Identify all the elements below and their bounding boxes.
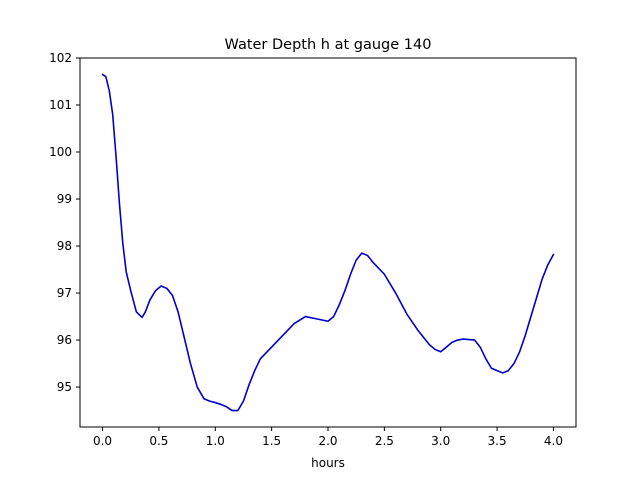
x-tick-label: 3.5 (488, 434, 507, 448)
x-axis: 0.0 0.5 1.0 1.5 2.0 2.5 3.0 3.5 4.0 (93, 427, 563, 448)
y-tick-label: 102 (49, 51, 72, 65)
series-line-0 (101, 73, 555, 412)
y-tick-label: 95 (57, 380, 72, 394)
y-tick-label: 99 (57, 192, 72, 206)
y-tick-label: 100 (49, 145, 72, 159)
x-tick-label: 0.5 (149, 434, 168, 448)
x-tick-label: 0.0 (93, 434, 112, 448)
x-tick-label: 1.5 (262, 434, 281, 448)
plot-area (79, 57, 577, 428)
chart-title: Water Depth h at gauge 140 (225, 37, 432, 53)
y-tick-label: 101 (49, 98, 72, 112)
x-tick-label: 4.0 (544, 434, 563, 448)
y-tick-label: 96 (57, 333, 72, 347)
x-tick-label: 2.5 (375, 434, 394, 448)
y-axis: 95 96 97 98 99 100 101 102 (49, 51, 80, 394)
y-tick-label: 97 (57, 286, 72, 300)
x-axis-label: hours (311, 456, 345, 470)
x-tick-label: 2.0 (318, 434, 337, 448)
y-tick-label: 98 (57, 239, 72, 253)
x-tick-label: 3.0 (431, 434, 450, 448)
x-tick-label: 1.0 (206, 434, 225, 448)
